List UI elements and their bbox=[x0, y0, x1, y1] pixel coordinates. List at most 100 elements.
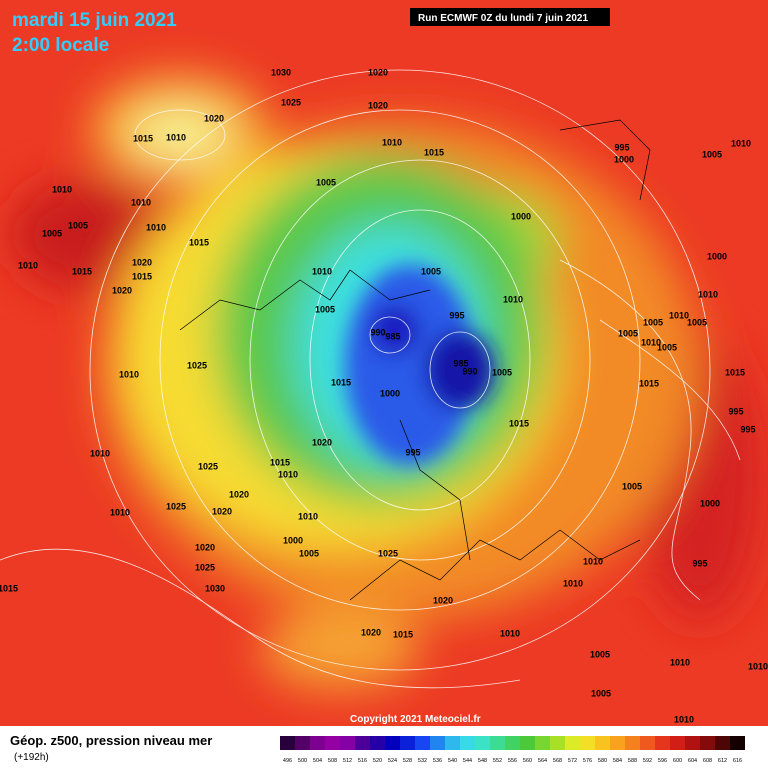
isobar-label: 1010 bbox=[18, 260, 38, 270]
scale-label: 508 bbox=[328, 758, 337, 764]
scale-label: 524 bbox=[388, 758, 397, 764]
date: mardi 15 juin 2021 bbox=[12, 10, 177, 31]
isobar-label: 1005 bbox=[492, 367, 512, 377]
scale-swatch bbox=[460, 736, 475, 750]
scale-label: 496 bbox=[283, 758, 292, 764]
isobar-label: 1015 bbox=[424, 147, 444, 157]
scale-swatch bbox=[370, 736, 385, 750]
copyright: Copyright 2021 Meteociel.fr bbox=[350, 714, 481, 725]
scale-swatch bbox=[565, 736, 580, 750]
scale-label: 556 bbox=[508, 758, 517, 764]
scale-swatch bbox=[280, 736, 295, 750]
scale-swatch bbox=[415, 736, 430, 750]
isobar-label: 1010 bbox=[312, 266, 332, 276]
isobar-label: 1020 bbox=[112, 285, 132, 295]
scale-label: 528 bbox=[403, 758, 412, 764]
isobar-label: 1000 bbox=[283, 535, 303, 545]
isobar-label: 1010 bbox=[641, 337, 661, 347]
isobar-label: 1010 bbox=[166, 132, 186, 142]
scale-label: 608 bbox=[703, 758, 712, 764]
isobar-label: 1030 bbox=[271, 67, 291, 77]
scale-swatch bbox=[400, 736, 415, 750]
isobar-label: 1020 bbox=[368, 100, 388, 110]
scale-label: 512 bbox=[343, 758, 352, 764]
scale-label: 532 bbox=[418, 758, 427, 764]
scale-label: 580 bbox=[598, 758, 607, 764]
scale-swatch bbox=[640, 736, 655, 750]
scale-swatch bbox=[685, 736, 700, 750]
scale-swatch bbox=[535, 736, 550, 750]
scale-swatch bbox=[700, 736, 715, 750]
scale-label: 596 bbox=[658, 758, 667, 764]
scale-label: 520 bbox=[373, 758, 382, 764]
scale-swatch bbox=[325, 736, 340, 750]
scale-swatch bbox=[310, 736, 325, 750]
isobar-label: 1010 bbox=[503, 294, 523, 304]
isobar-label: 1020 bbox=[229, 489, 249, 499]
scale-swatch bbox=[385, 736, 400, 750]
isobar-label: 1010 bbox=[382, 137, 402, 147]
isobar-label: 1015 bbox=[132, 271, 152, 281]
isobar-label: 1020 bbox=[433, 595, 453, 605]
scale-label: 584 bbox=[613, 758, 622, 764]
isobar-label: 995 bbox=[405, 447, 420, 457]
lead-time: (+192h) bbox=[14, 752, 49, 763]
scale-swatch bbox=[610, 736, 625, 750]
isobar-label: 1010 bbox=[583, 556, 603, 566]
isobar-label: 1010 bbox=[698, 289, 718, 299]
isobar-label: 995 bbox=[614, 142, 629, 152]
isobar-label: 1020 bbox=[312, 437, 332, 447]
scale-label: 568 bbox=[553, 758, 562, 764]
isobar-label: 1020 bbox=[195, 542, 215, 552]
isobar-label: 1015 bbox=[189, 237, 209, 247]
isobar-label: 1020 bbox=[132, 257, 152, 267]
isobar-label: 1015 bbox=[331, 377, 351, 387]
isobar-label: 1010 bbox=[563, 578, 583, 588]
isobar-label: 1000 bbox=[700, 498, 720, 508]
scale-swatch bbox=[295, 736, 310, 750]
isobar-label: 1010 bbox=[731, 138, 751, 148]
isobar-label: 1005 bbox=[687, 317, 707, 327]
isobar-label: 1005 bbox=[702, 149, 722, 159]
isobar-label: 1015 bbox=[270, 457, 290, 467]
scale-swatch bbox=[625, 736, 640, 750]
isobar-label: 985 bbox=[385, 331, 400, 341]
isobar-label: 1015 bbox=[133, 133, 153, 143]
scale-label: 544 bbox=[463, 758, 472, 764]
isobar-label: 1025 bbox=[198, 461, 218, 471]
isobar-label: 1010 bbox=[278, 469, 298, 479]
scale-label: 504 bbox=[313, 758, 322, 764]
isobar-label: 1015 bbox=[72, 266, 92, 276]
isobars bbox=[0, 69, 741, 689]
scale-swatch bbox=[340, 736, 355, 750]
scale-label: 588 bbox=[628, 758, 637, 764]
isobar-label: 1010 bbox=[298, 511, 318, 521]
scale-label: 616 bbox=[733, 758, 742, 764]
isobar-label: 1010 bbox=[146, 222, 166, 232]
isobar-label: 995 bbox=[692, 558, 707, 568]
scale-label: 536 bbox=[433, 758, 442, 764]
isobar-label: 990 bbox=[370, 327, 385, 337]
scale-label: 612 bbox=[718, 758, 727, 764]
isobar-label: 1010 bbox=[131, 197, 151, 207]
isobar-label: 1020 bbox=[212, 506, 232, 516]
isobar-label: 1010 bbox=[110, 507, 130, 517]
scale-label: 548 bbox=[478, 758, 487, 764]
scale-label: 604 bbox=[688, 758, 697, 764]
isobar-label: 1015 bbox=[725, 367, 745, 377]
isobar-label: 1010 bbox=[119, 369, 139, 379]
isobar-label: 1010 bbox=[674, 714, 694, 724]
isobar-label: 1010 bbox=[500, 628, 520, 638]
local-time: 2:00 locale bbox=[12, 35, 109, 56]
scale-label: 564 bbox=[538, 758, 547, 764]
scale-swatch bbox=[670, 736, 685, 750]
coastlines bbox=[179, 119, 651, 601]
scale-swatch bbox=[550, 736, 565, 750]
scale-swatch bbox=[595, 736, 610, 750]
isobar-label: 1010 bbox=[669, 310, 689, 320]
isobar-label: 1005 bbox=[315, 304, 335, 314]
scale-swatch bbox=[355, 736, 370, 750]
isobar-label: 990 bbox=[462, 366, 477, 376]
scale-swatch bbox=[580, 736, 595, 750]
